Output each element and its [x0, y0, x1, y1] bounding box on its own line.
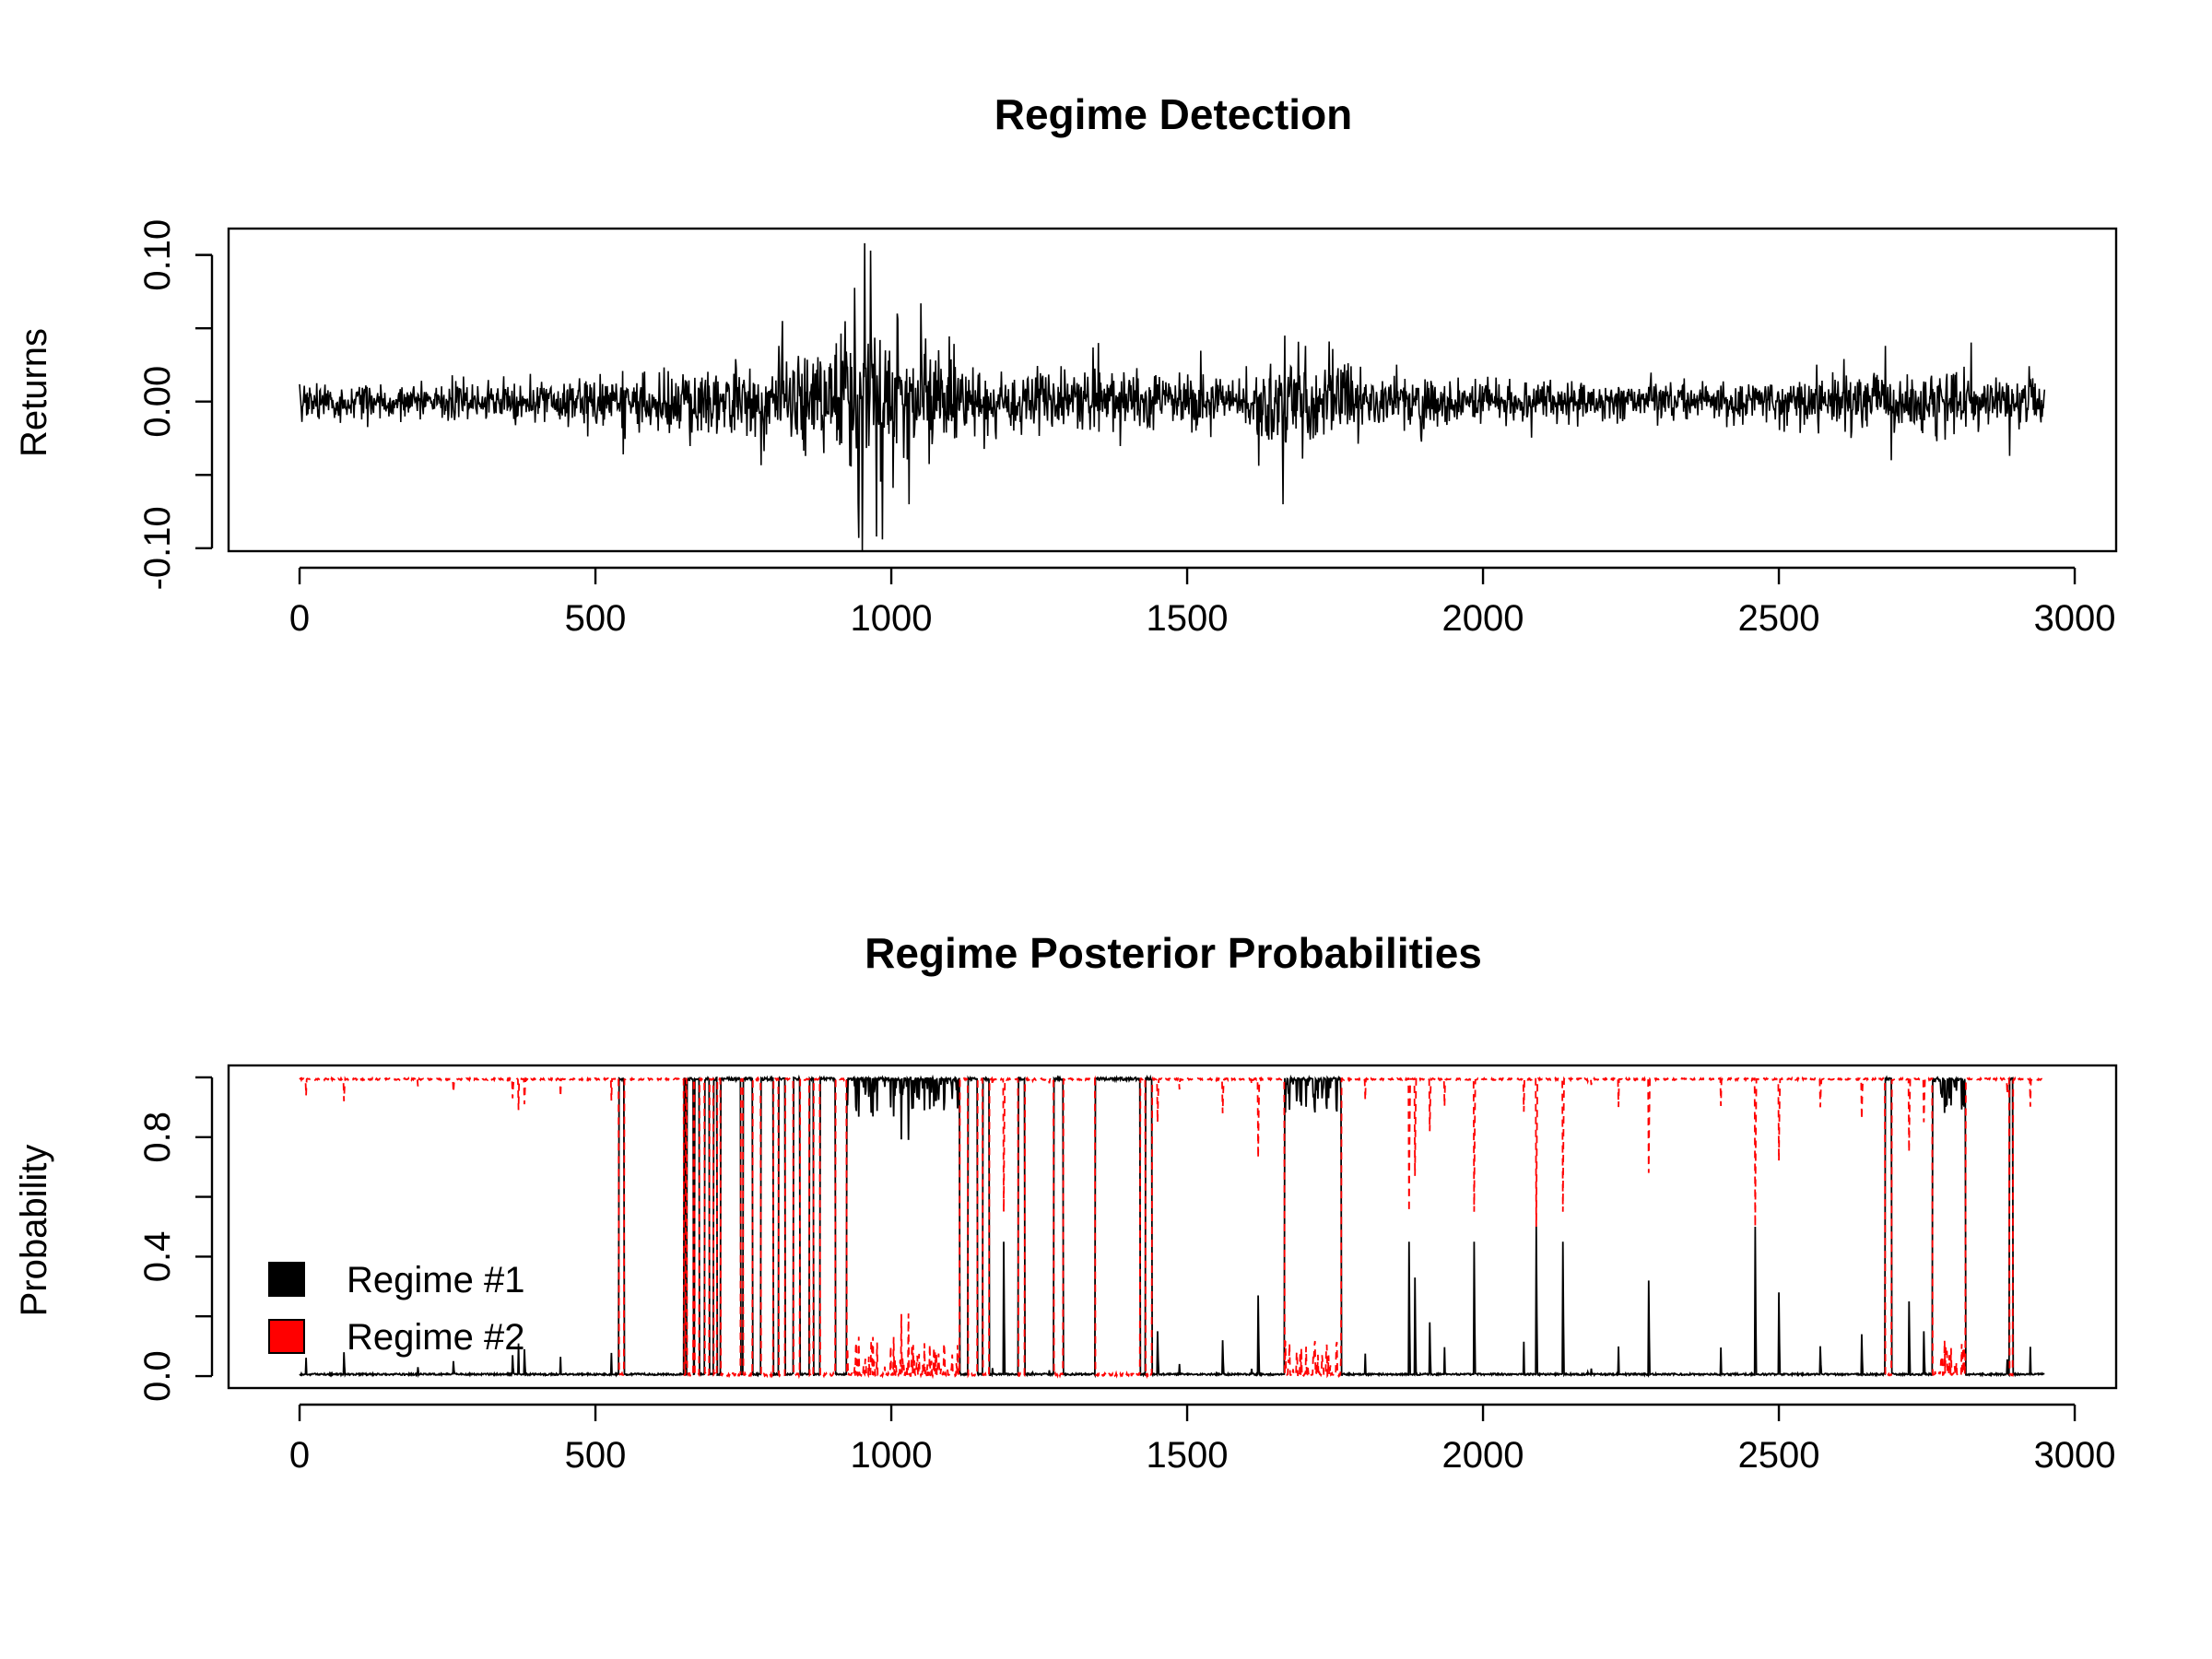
returns-panel: Regime Detection Returns 0 500 1000 1500 200…: [14, 90, 2118, 639]
returns-y-tick-label: 0.00: [137, 366, 178, 438]
probability-y-axis-label: Probability: [14, 1145, 54, 1317]
returns-x-tick-label: 500: [565, 598, 627, 639]
legend: Regime #1 Regime #2: [268, 1260, 524, 1358]
legend-label-regime-2: Regime #2: [347, 1317, 524, 1358]
returns-plot-area: [299, 242, 2046, 552]
returns-x-tick-label: 2000: [1442, 598, 1524, 639]
returns-axes: 0 500 1000 1500 2000 2500 3000 -0.10 0.00 0.10: [137, 219, 2118, 639]
probability-panel: Regime Posterior Probabilities Probabili…: [14, 929, 2118, 1476]
returns-x-tick-label: 0: [289, 598, 310, 639]
returns-x-tick-label: 2500: [1738, 598, 1820, 639]
probability-plot-area: [299, 1074, 2045, 1380]
probability-x-tick-label: 0: [289, 1435, 310, 1476]
probability-x-tick-label: 1000: [851, 1435, 933, 1476]
returns-x-tick-label: 3000: [2034, 598, 2116, 639]
legend-label-regime-1: Regime #1: [347, 1260, 524, 1300]
probability-x-tick-label: 2500: [1738, 1435, 1820, 1476]
returns-y-tick-label: 0.10: [137, 219, 178, 291]
returns-plot-frame: [227, 227, 2118, 553]
probability-y-tick-label: 0.4: [137, 1231, 178, 1283]
returns-chart-title: Regime Detection: [994, 90, 1353, 138]
probability-x-tick-label: 1500: [1147, 1435, 1229, 1476]
probability-x-tick-label: 2000: [1442, 1435, 1524, 1476]
legend-swatch-regime-1: [268, 1262, 305, 1297]
regime-2-probability-line: [299, 1075, 2045, 1380]
probability-y-tick-label: 0.8: [137, 1112, 178, 1163]
probability-chart-title: Regime Posterior Probabilities: [865, 929, 1482, 977]
returns-y-axis-label: Returns: [14, 328, 54, 457]
probability-x-tick-label: 3000: [2034, 1435, 2116, 1476]
probability-x-tick-label: 500: [565, 1435, 627, 1476]
regime-1-probability-line: [299, 1074, 2045, 1379]
returns-x-tick-label: 1500: [1147, 598, 1229, 639]
legend-swatch-regime-2: [268, 1319, 305, 1354]
probability-y-tick-label: 0.0: [137, 1350, 178, 1402]
returns-x-tick-label: 1000: [851, 598, 933, 639]
returns-y-tick-label: -0.10: [137, 506, 178, 590]
probability-plot-frame: [227, 1064, 2118, 1390]
returns-series-line: [299, 242, 2046, 552]
probability-axes: 0 500 1000 1500 2000 2500 3000 0.0 0.4 0.8: [137, 1064, 2118, 1476]
